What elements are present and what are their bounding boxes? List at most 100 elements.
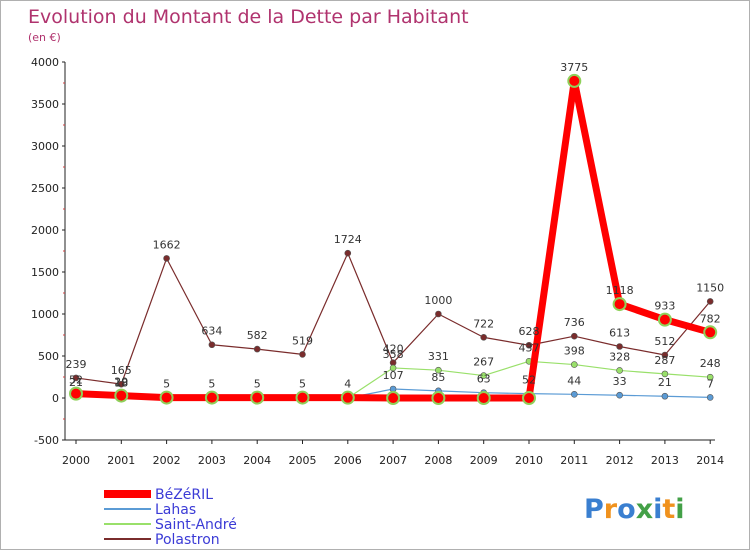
- data-label: 18: [114, 376, 128, 389]
- y-tick-label: 2000: [31, 224, 59, 237]
- data-label: 5: [208, 378, 215, 391]
- data-label: 44: [567, 374, 581, 387]
- series-3-point: [253, 345, 261, 353]
- data-label: 358: [383, 348, 404, 361]
- x-tick-label: 2014: [696, 454, 724, 467]
- chart-title: Evolution du Montant de la Dette par Hab…: [28, 6, 469, 28]
- series-2-point: [435, 366, 442, 374]
- series-2-point: [616, 367, 623, 374]
- y-tick-label: 500: [38, 350, 59, 363]
- legend-label: Saint-André: [155, 517, 237, 533]
- series-3-point: [435, 310, 442, 318]
- data-label: 1000: [424, 294, 452, 307]
- series-3-point: [616, 343, 623, 350]
- x-tick-label: 2012: [606, 454, 634, 467]
- series-3-point: [480, 334, 488, 341]
- axes: -500 0 500 1000 1500 2000 2500 3000 3500 4000 2000…: [31, 56, 724, 467]
- x-tick-label: 2008: [424, 454, 452, 467]
- data-label: 613: [609, 327, 630, 340]
- data-label: 437: [519, 341, 540, 354]
- data-label: 1662: [153, 238, 181, 251]
- data-label: 21: [658, 376, 672, 389]
- series-0-point: [476, 391, 491, 405]
- series-0-point: [114, 388, 129, 403]
- series-1-point: [616, 391, 623, 399]
- series-0-point: [522, 391, 536, 405]
- x-tick-label: 2003: [198, 454, 226, 467]
- data-label: 420: [383, 343, 404, 356]
- series-0-point: [159, 390, 174, 405]
- data-label: 1150: [696, 281, 724, 294]
- series-0-point: [340, 390, 355, 405]
- x-tick-label: 2007: [379, 454, 407, 467]
- logo-letter: i: [653, 494, 662, 525]
- data-label: 7: [707, 377, 714, 390]
- x-tick-label: 2001: [107, 454, 135, 467]
- data-label: 628: [519, 325, 540, 338]
- x-tick-label: 2010: [515, 454, 543, 467]
- data-label: 5: [163, 378, 170, 391]
- data-label: 634: [201, 325, 222, 338]
- data-label: 782: [700, 312, 721, 325]
- y-tick-label: 1000: [31, 308, 59, 321]
- logo-letter: o: [617, 494, 636, 525]
- x-tick-label: 2004: [243, 454, 271, 467]
- y-tick-label: 2500: [31, 182, 59, 195]
- data-label: 331: [428, 350, 449, 363]
- y-tick-label: 3000: [31, 140, 59, 153]
- data-label: 85: [431, 371, 445, 384]
- x-tick-label: 2006: [334, 454, 362, 467]
- data-label: 287: [654, 354, 675, 367]
- series-0-point: [295, 390, 310, 405]
- y-tick-label: -500: [34, 434, 59, 447]
- series-0-point: [386, 391, 401, 405]
- series-0-point: [657, 312, 672, 327]
- data-label: 107: [383, 369, 404, 382]
- series-0-point: [69, 386, 83, 401]
- logo-letter: P: [584, 494, 604, 525]
- series-1-point: [570, 391, 578, 398]
- series-3-point: [208, 341, 216, 349]
- data-label: 5: [254, 378, 261, 391]
- series-3-point: [118, 380, 125, 388]
- data-label: 1118: [606, 284, 634, 297]
- series-3-point: [570, 332, 578, 340]
- data-label: 52: [522, 374, 536, 387]
- proxiti-logo: Proxiti: [584, 494, 685, 525]
- data-label: 736: [564, 316, 585, 329]
- logo-letter: r: [604, 494, 618, 525]
- series-3-point: [299, 351, 306, 358]
- x-tick-label: 2013: [651, 454, 679, 467]
- x-tick-label: 2002: [153, 454, 181, 467]
- series-3-point: [525, 341, 533, 349]
- data-label: 29: [114, 376, 128, 389]
- data-label: 1724: [334, 233, 362, 246]
- data-label: 4: [344, 378, 351, 391]
- y-tick-label: 4000: [31, 56, 59, 69]
- series-1-point: [661, 392, 669, 400]
- data-label: 63: [477, 373, 491, 386]
- series-3-point: [706, 298, 714, 305]
- series-2-point: [706, 373, 714, 381]
- y-tick-label: 1500: [31, 266, 59, 279]
- data-label: 52: [69, 374, 83, 387]
- data-label: 33: [613, 375, 627, 388]
- series-0-point: [250, 390, 265, 405]
- data-label: 328: [609, 350, 630, 363]
- data-label: 582: [247, 329, 268, 342]
- data-labels: 52 29 5 5 5 5 4 3775 1118 933 782 21 18 107 85 63 52 44 33…: [66, 61, 725, 391]
- y-tick-label: 0: [52, 392, 59, 405]
- legend-label: Polastron: [155, 532, 220, 548]
- series-1-point: [706, 394, 714, 401]
- data-label: 519: [292, 334, 313, 347]
- series-3-point: [661, 351, 669, 359]
- logo-letter: t: [662, 494, 675, 525]
- data-label: 21: [69, 376, 83, 389]
- y-tick-label: 3500: [31, 98, 59, 111]
- legend-label: Lahas: [155, 502, 196, 518]
- series-0-point: [612, 297, 627, 312]
- data-label: 267: [473, 356, 494, 369]
